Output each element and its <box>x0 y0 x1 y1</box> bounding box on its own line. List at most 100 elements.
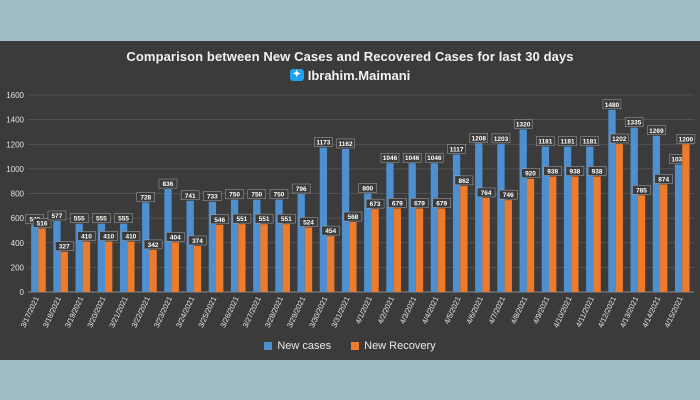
twitter-icon: ✦ <box>289 69 304 81</box>
bar-new-recovery <box>504 200 512 292</box>
data-label-new-cases: 1181 <box>561 139 575 146</box>
data-label-box-new-cases <box>624 117 644 127</box>
bar-new-recovery <box>593 176 601 292</box>
data-label-new-cases: 1335 <box>627 120 642 127</box>
x-tick-label: 4/13/2021 <box>618 295 640 329</box>
y-tick-label: 600 <box>11 214 25 223</box>
data-label-new-cases: 733 <box>207 194 218 201</box>
data-label-new-recovery: 404 <box>170 234 181 241</box>
legend-swatch-new-cases <box>264 342 273 350</box>
data-label-new-cases: 1181 <box>583 139 597 146</box>
data-label-box-new-cases <box>513 119 533 129</box>
x-tick-label: 3/24/2021 <box>174 295 196 329</box>
data-label-box-new-recovery <box>543 166 562 176</box>
data-label-new-recovery: 938 <box>547 169 558 176</box>
data-label-box-new-cases <box>558 136 577 146</box>
x-tick-label: 3/20/2021 <box>85 295 107 329</box>
bar-new-recovery <box>127 241 135 292</box>
data-label-box-new-recovery <box>565 166 585 176</box>
data-label-new-recovery: 327 <box>59 244 70 251</box>
bar-new-cases <box>186 200 194 292</box>
data-label-box-new-recovery <box>299 217 318 227</box>
data-label-box-new-recovery <box>521 168 540 178</box>
bar-new-cases <box>630 127 638 292</box>
data-label-box-new-cases <box>425 152 444 163</box>
data-label-box-new-recovery <box>121 231 141 241</box>
bar-new-recovery <box>393 208 401 292</box>
data-label-new-cases: 1117 <box>450 146 464 153</box>
data-label-new-recovery: 410 <box>81 234 92 241</box>
bar-new-recovery <box>438 208 446 292</box>
data-label-new-recovery: 938 <box>569 169 580 176</box>
x-tick-label: 4/15/2021 <box>662 295 684 329</box>
data-label-new-recovery: 764 <box>481 190 492 197</box>
data-label-new-cases: 1046 <box>405 155 420 162</box>
x-tick-label: 4/3/2021 <box>398 295 418 325</box>
data-label-box-new-cases <box>536 136 555 146</box>
chart-subtitle: ✦ Ibrahim.Maimani <box>289 67 411 83</box>
y-tick-label: 1200 <box>6 140 24 149</box>
bar-new-recovery <box>549 176 557 292</box>
bar-new-cases <box>519 129 527 292</box>
data-label-new-recovery: 546 <box>214 217 225 224</box>
data-label-new-recovery: 568 <box>347 214 358 221</box>
data-label-box-new-recovery <box>55 241 74 251</box>
data-label-box-new-cases <box>180 190 200 201</box>
data-label-new-recovery: 673 <box>370 201 381 208</box>
data-label-box-new-recovery <box>632 185 651 195</box>
x-tick-label: 4/9/2021 <box>531 295 551 325</box>
data-label-new-cases: 1203 <box>494 136 509 143</box>
data-label-new-cases: 555 <box>118 216 129 223</box>
chart-title: Comparison between New Cases and Recover… <box>126 49 574 64</box>
data-label-new-recovery: 374 <box>192 238 203 245</box>
data-label-box-new-cases <box>114 213 133 223</box>
data-label-new-recovery: 862 <box>458 178 469 185</box>
x-tick-label: 4/12/2021 <box>596 295 618 329</box>
x-tick-label: 3/31/2021 <box>329 295 351 329</box>
x-tick-label: 4/6/2021 <box>464 295 484 325</box>
data-label-box-new-recovery <box>143 239 163 250</box>
data-label-new-cases: 750 <box>251 192 262 199</box>
y-tick-label: 200 <box>11 263 25 272</box>
data-label-new-recovery: 342 <box>148 242 159 249</box>
x-tick-label: 3/26/2021 <box>218 295 240 329</box>
bar-new-recovery <box>60 251 68 292</box>
x-tick-label: 3/25/2021 <box>196 295 218 329</box>
bar-new-cases <box>541 146 550 292</box>
legend-label-new-cases: New cases <box>277 340 332 352</box>
data-label-box-new-recovery <box>610 133 629 144</box>
data-label-new-cases: 800 <box>362 186 373 193</box>
data-label-new-recovery: 516 <box>37 220 48 227</box>
data-label-new-recovery: 410 <box>125 234 136 241</box>
data-label-new-recovery: 1200 <box>679 136 694 143</box>
bar-new-recovery <box>615 144 623 292</box>
bar-new-recovery <box>482 197 490 292</box>
data-label-box-new-cases <box>203 191 222 201</box>
bar-new-recovery <box>82 241 91 292</box>
data-label-box-new-recovery <box>321 225 340 236</box>
bar-new-cases <box>497 143 505 292</box>
legend-item-new-cases: New cases <box>264 340 331 352</box>
data-label-new-recovery: 746 <box>503 192 514 199</box>
bar-new-cases <box>674 164 683 292</box>
chart-subtitle-text: Ibrahim.Maimani <box>307 67 411 83</box>
data-label-box-new-recovery <box>210 214 229 225</box>
bar-new-cases <box>452 154 461 292</box>
legend-label-new-recovery: New Recovery <box>364 340 436 352</box>
data-label-box-new-cases <box>47 210 67 221</box>
data-label-box-new-recovery <box>476 187 496 198</box>
data-label-new-cases: 1173 <box>316 140 330 147</box>
bar-new-cases <box>652 135 661 292</box>
bar-new-recovery <box>149 249 157 292</box>
bar-new-recovery <box>171 242 179 292</box>
x-tick-label: 4/5/2021 <box>442 295 462 325</box>
bar-new-cases <box>253 199 261 292</box>
data-label-box-new-cases <box>580 136 600 146</box>
data-label-box-new-cases <box>380 152 400 163</box>
y-tick-label: 1400 <box>6 116 24 125</box>
data-label-new-cases: 1181 <box>538 139 552 146</box>
data-label-new-recovery: 920 <box>525 171 536 178</box>
x-tick-label: 4/4/2021 <box>420 295 440 325</box>
data-label-new-cases: 728 <box>140 194 151 201</box>
chart-legend: New cases New Recovery <box>0 340 700 352</box>
